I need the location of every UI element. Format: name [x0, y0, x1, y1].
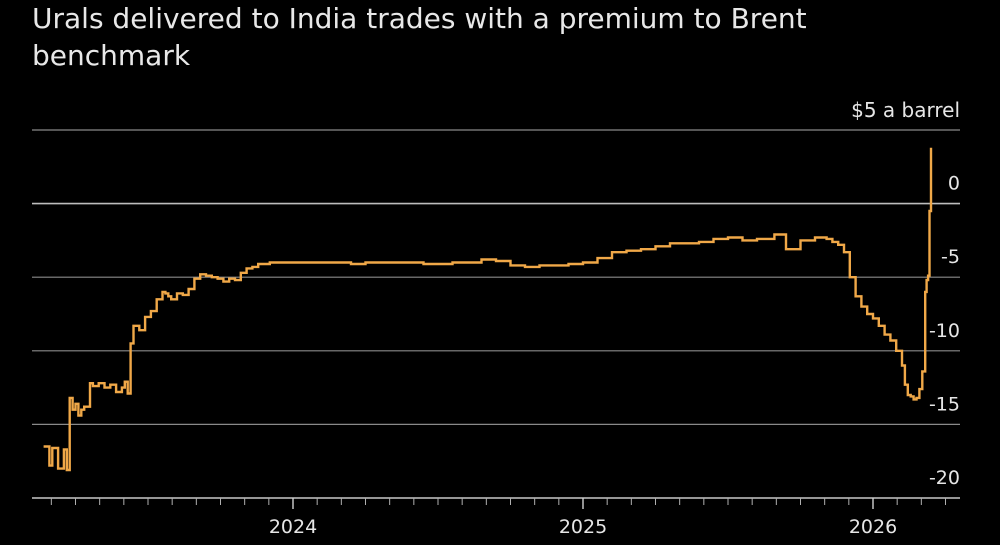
series-line-urals-premium — [43, 147, 933, 472]
y-tick-label: -15 — [929, 393, 960, 415]
y-tick-label: -10 — [929, 320, 960, 342]
y-tick-label: -5 — [941, 246, 960, 268]
series-layer — [43, 147, 933, 472]
x-tick-label: 2025 — [559, 516, 607, 538]
y-tick-label: -20 — [929, 467, 960, 489]
unit-label: $5 a barrel — [851, 98, 960, 122]
y-tick-label: 0 — [948, 173, 960, 195]
chart-title: Urals delivered to India trades with a p… — [32, 2, 807, 72]
gridlines — [32, 129, 960, 425]
x-axis: 2024 2025 2026 — [32, 497, 960, 538]
y-axis-ticks: 0 -5 -10 -15 -20 — [929, 173, 960, 489]
x-tick-label: 2026 — [849, 516, 897, 538]
x-tick-label: 2024 — [269, 516, 317, 538]
